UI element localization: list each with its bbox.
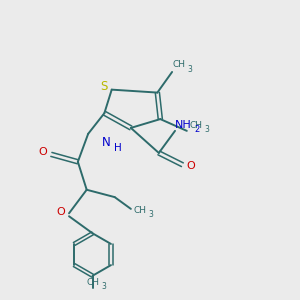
Text: 3: 3 — [149, 210, 154, 219]
Text: CH: CH — [173, 60, 186, 69]
Text: H: H — [114, 142, 122, 153]
Text: CH: CH — [189, 121, 202, 130]
Text: CH: CH — [134, 206, 147, 215]
Text: CH: CH — [86, 278, 99, 287]
Text: 3: 3 — [188, 64, 193, 74]
Text: O: O — [39, 147, 47, 157]
Text: O: O — [186, 161, 195, 171]
Text: 2: 2 — [194, 125, 199, 134]
Text: S: S — [101, 80, 108, 93]
Text: N: N — [101, 136, 110, 149]
Text: 3: 3 — [204, 125, 209, 134]
Text: 3: 3 — [101, 282, 106, 291]
Text: NH: NH — [175, 120, 192, 130]
Text: O: O — [56, 207, 65, 217]
